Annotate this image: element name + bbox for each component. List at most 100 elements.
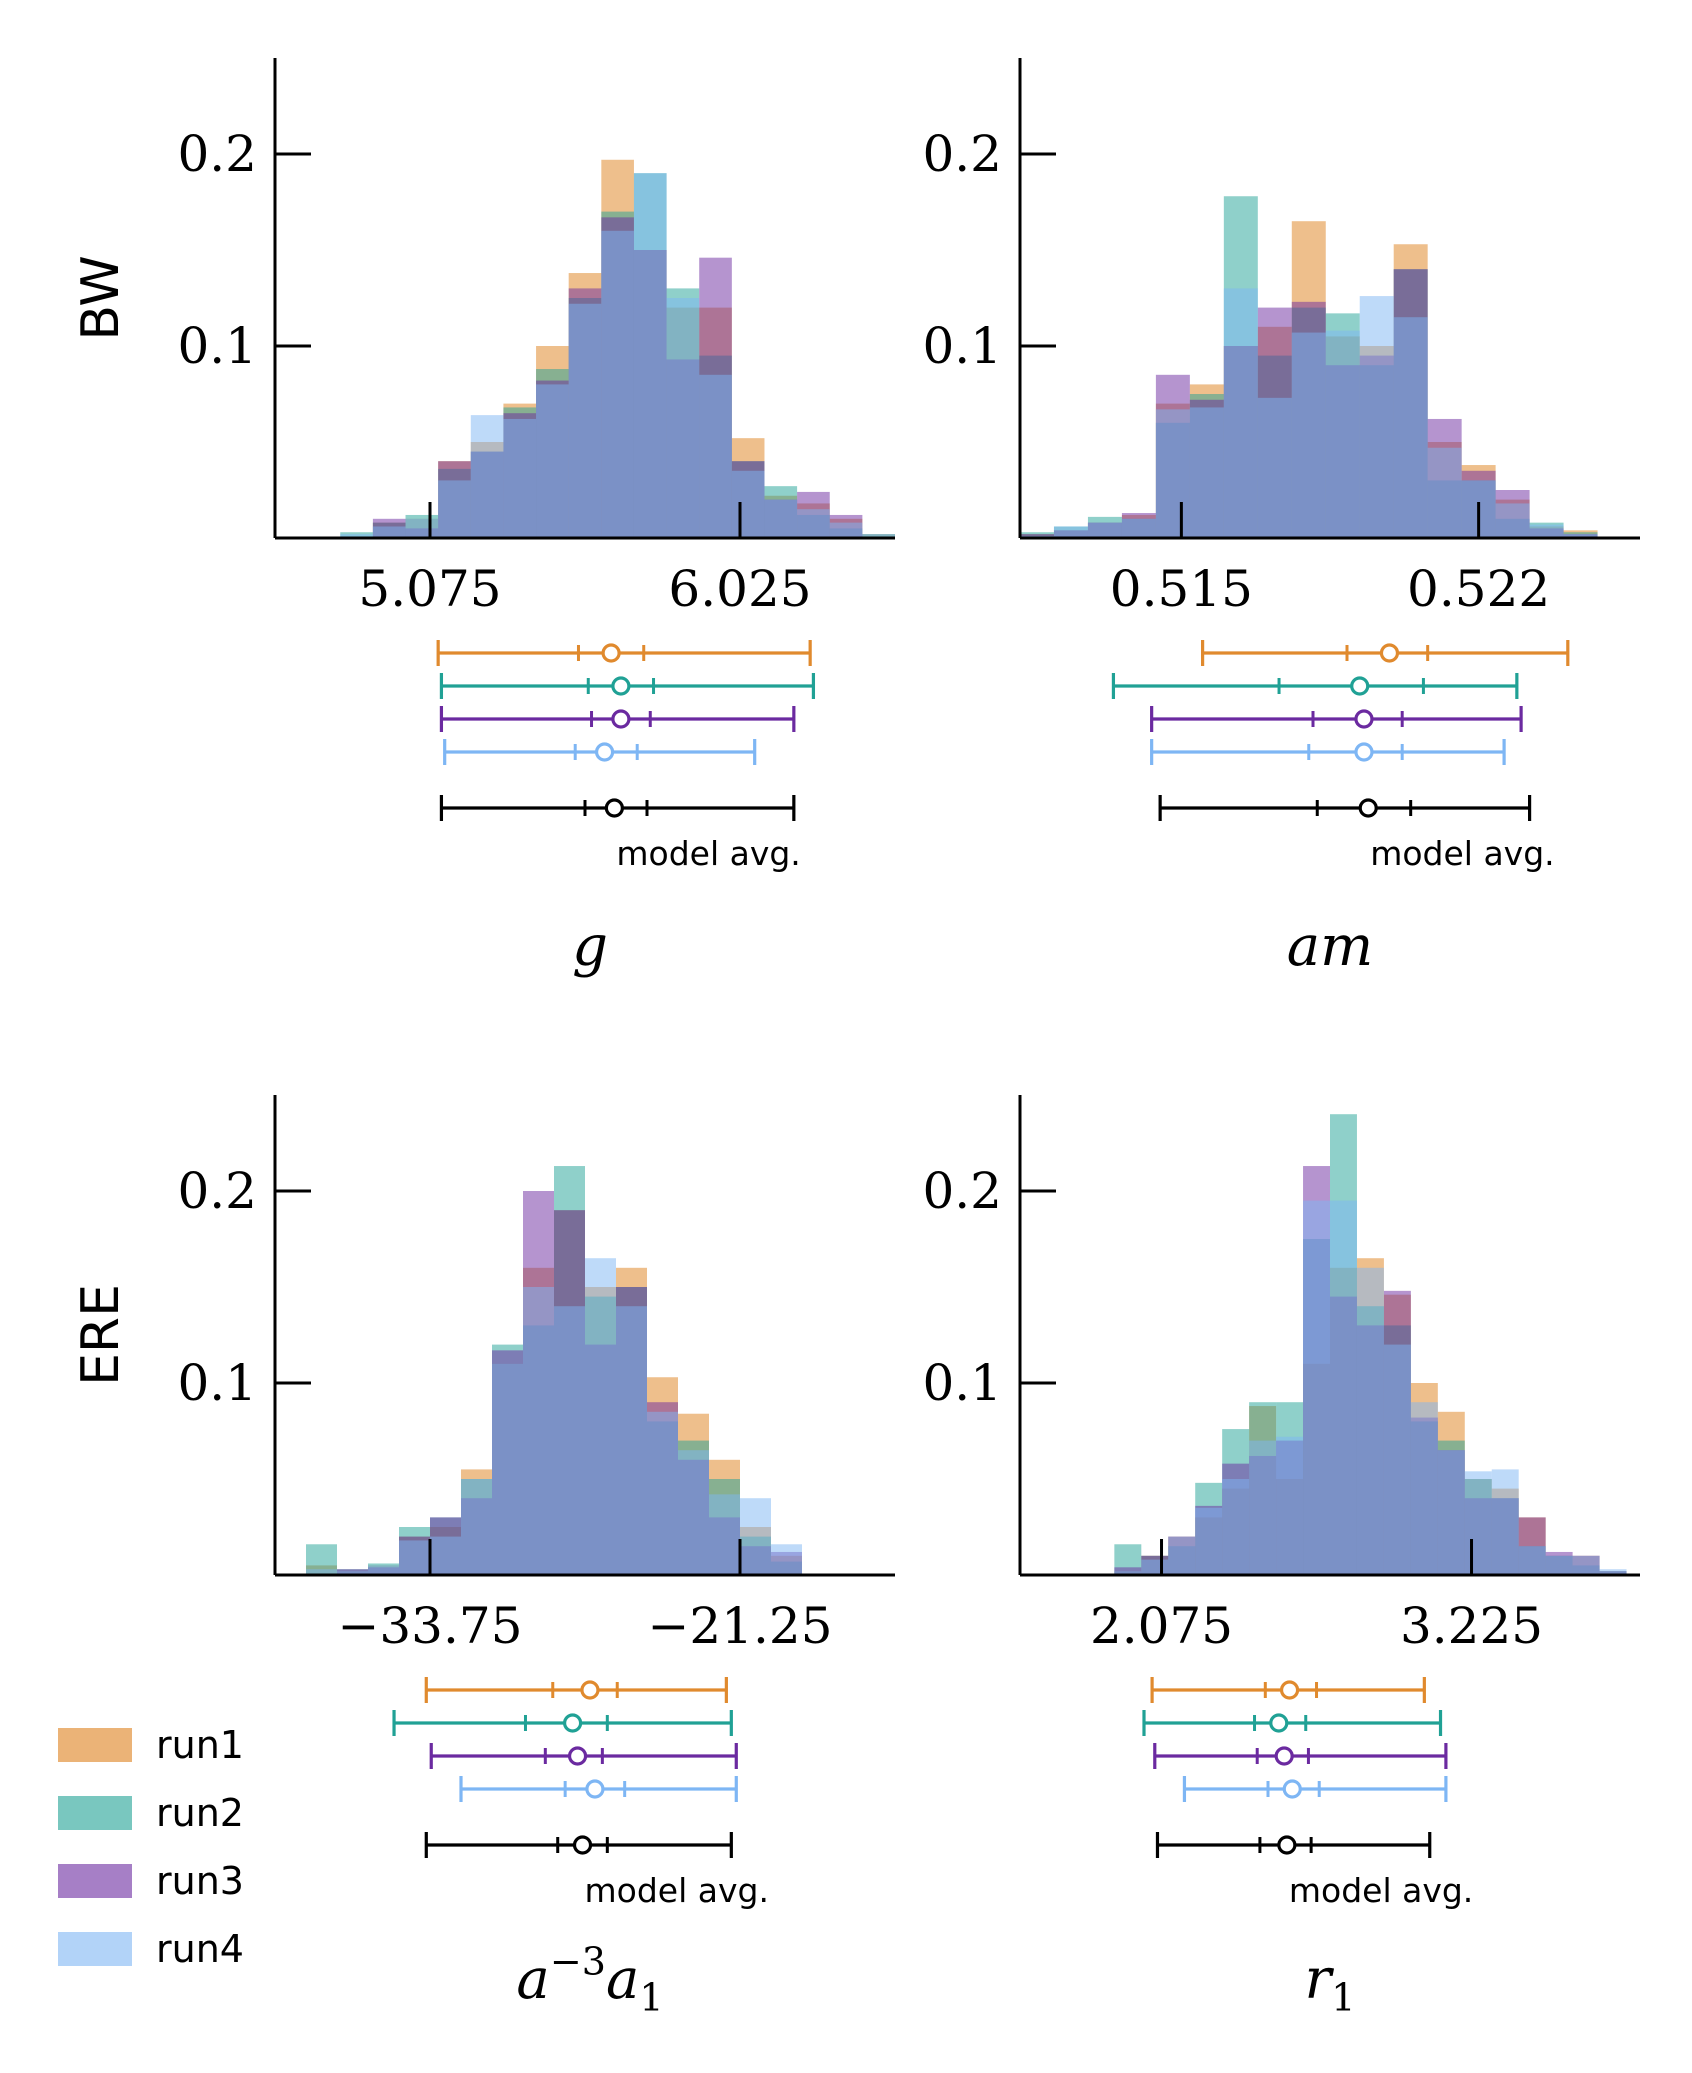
legend-entry-run4: run4	[58, 1927, 244, 1971]
y-tick-label: 0.2	[177, 125, 257, 183]
bar-run4-3	[1114, 1571, 1142, 1575]
x-tick-label: −21.25	[647, 1597, 832, 1655]
bar-run4-7	[568, 303, 602, 538]
bar-run4-10	[666, 298, 700, 538]
histogram	[1020, 196, 1598, 539]
interval-run4	[443, 739, 757, 765]
bar-run4-5	[503, 418, 537, 538]
legend-swatch	[58, 1796, 132, 1830]
x-tick-label: 0.522	[1407, 560, 1550, 618]
interval-run2	[1142, 1710, 1443, 1736]
interval-center	[604, 798, 624, 818]
bar-run4-7	[523, 1287, 554, 1575]
bar-run4-11	[1393, 317, 1428, 538]
interval-center	[1350, 676, 1370, 696]
bar-run4-0	[340, 534, 373, 538]
series-run4	[1020, 288, 1598, 538]
x-tick-label: 2.075	[1090, 1597, 1233, 1655]
legend-entry-run3: run3	[58, 1859, 244, 1903]
bar-run4-4	[470, 415, 504, 538]
interval-center	[585, 1779, 605, 1799]
interval-plot: model avg.	[392, 1677, 769, 1910]
x-tick-label: 3.225	[1400, 1597, 1543, 1655]
x-axis-label: g	[572, 914, 608, 979]
legend: run1 run2 run3 run4	[58, 1723, 244, 1971]
panel-1: 0.1 0.2 5.075 6.025 model avg. g BW	[71, 58, 895, 979]
bar-run4-14	[1410, 1402, 1438, 1575]
legend-label: run1	[156, 1723, 244, 1767]
interval-run1	[1150, 1677, 1426, 1703]
bar-run4-6	[536, 384, 569, 538]
y-tick-label: 0.1	[177, 1354, 257, 1412]
legend-label: run4	[156, 1927, 244, 1971]
bar-run4-8	[601, 230, 634, 539]
series-run4	[1114, 1200, 1627, 1575]
interval-center	[1269, 1713, 1289, 1733]
interval-run2	[439, 673, 816, 699]
bar-run4-15	[829, 522, 863, 538]
interval-center	[594, 742, 615, 762]
interval-center	[562, 1713, 583, 1733]
bar-run4-3	[438, 480, 471, 538]
interval-center	[1379, 643, 1400, 663]
interval-center	[1358, 798, 1378, 818]
interval-center	[1354, 742, 1374, 762]
bar-run4-6	[1195, 1507, 1223, 1575]
bar-run4-18	[1518, 1546, 1546, 1575]
x-tick-label: 5.075	[358, 560, 501, 618]
x-tick-label: −33.75	[337, 1597, 522, 1655]
bar-run4-8	[1249, 1440, 1277, 1575]
interval-run3	[1150, 706, 1523, 732]
bar-run4-3	[1121, 518, 1156, 538]
interval-center	[1279, 1680, 1300, 1700]
bar-run4-1	[372, 526, 406, 538]
panels: 0.1 0.2 5.075 6.025 model avg. g BW 0.1 0.2 0.515…	[71, 58, 1640, 2019]
panel-4: 0.1 0.2 2.075 3.225 model avg. r1	[922, 1095, 1640, 2019]
interval-run4	[459, 1776, 738, 1802]
bar-run4-10	[1303, 1200, 1330, 1575]
interval-run1	[436, 640, 812, 666]
bar-run4-13	[709, 1494, 740, 1575]
panel-3: 0.1 0.2 −33.75 −21.25 model avg. a−3a1 ERE	[71, 1095, 895, 2019]
bar-run4-16	[862, 534, 895, 538]
interval-plot: model avg.	[1142, 1677, 1473, 1910]
model-avg-label: model avg.	[1370, 834, 1554, 873]
bar-run4-16	[1563, 534, 1598, 538]
bar-run4-2	[405, 518, 439, 538]
legend-label: run2	[156, 1791, 244, 1835]
bar-run4-15	[1529, 524, 1564, 538]
interval-plot: model avg.	[1111, 640, 1570, 873]
bar-run4-14	[1495, 503, 1530, 538]
bar-run4-7	[1222, 1479, 1250, 1575]
bar-run4-14	[740, 1498, 771, 1575]
interval-model-avg	[1155, 1832, 1432, 1858]
model-avg-label: model avg.	[585, 1871, 769, 1910]
interval-run4	[1182, 1776, 1448, 1802]
bar-run4-5	[461, 1479, 492, 1575]
bar-run4-11	[647, 1411, 678, 1575]
bar-run4-20	[1572, 1555, 1600, 1575]
bar-run4-2	[368, 1565, 399, 1575]
interval-center	[1277, 1835, 1297, 1855]
bar-run4-19	[1545, 1555, 1573, 1575]
interval-model-avg	[439, 795, 796, 821]
series-run4	[340, 173, 895, 539]
interval-model-avg	[424, 1832, 733, 1858]
bar-run4-11	[699, 374, 732, 538]
bar-run4-5	[1189, 407, 1224, 538]
x-axis-label: a−3a1	[516, 1939, 663, 2019]
bar-run4-11	[1330, 1200, 1357, 1575]
bar-run4-4	[1155, 409, 1190, 538]
interval-run2	[1111, 673, 1519, 699]
x-tick-label: 0.515	[1110, 560, 1253, 618]
legend-swatch	[58, 1728, 132, 1762]
bar-run4-7	[1257, 397, 1292, 538]
bar-run4-16	[1464, 1471, 1492, 1575]
interval-center	[611, 676, 631, 696]
interval-run1	[424, 1677, 728, 1703]
row-label: BW	[71, 255, 131, 340]
interval-run3	[1153, 1743, 1448, 1769]
model-avg-label: model avg.	[1289, 1871, 1473, 1910]
interval-run2	[392, 1710, 733, 1736]
